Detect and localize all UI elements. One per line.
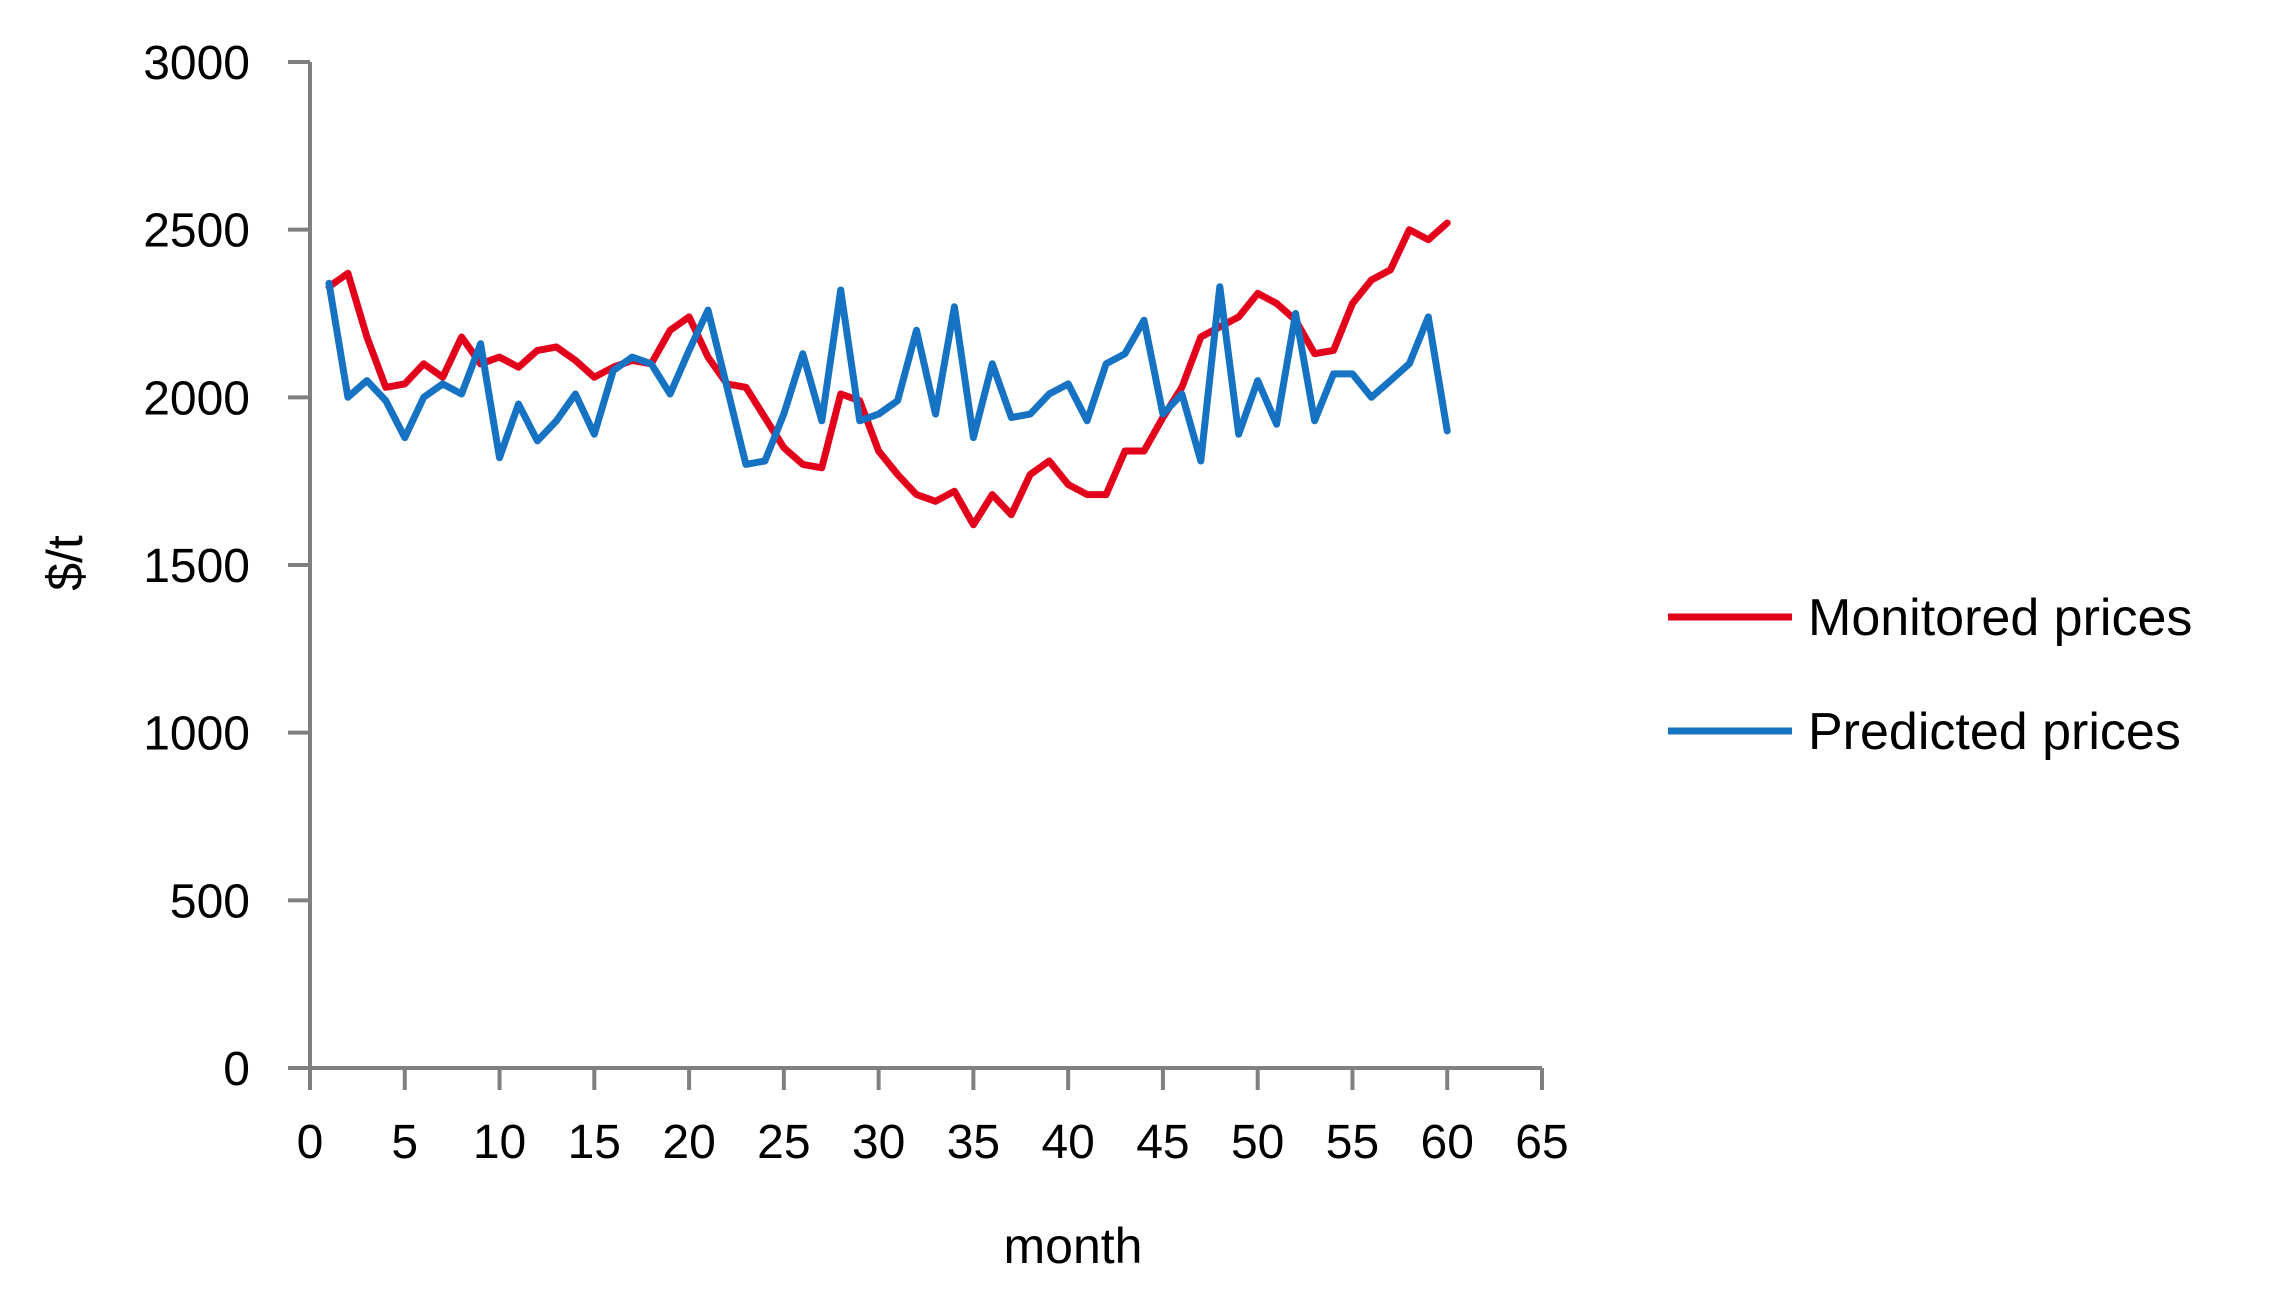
x-tick-label: 50 [1231, 1116, 1284, 1169]
y-tick-label: 3000 [143, 37, 250, 90]
series-line-monitored [325, 219, 1451, 529]
legend-item-monitored: Monitored prices [1668, 589, 2192, 647]
x-axis-ticks: 0 5 10 15 20 25 30 35 40 45 50 55 60 65 [297, 1068, 1569, 1169]
y-axis-ticks: 0 500 1000 1500 2000 2500 3000 [143, 37, 310, 1096]
series-layer [325, 219, 1451, 529]
legend-label-predicted: Predicted prices [1808, 703, 2181, 761]
y-tick-label: 2500 [143, 205, 250, 258]
x-tick-label: 20 [662, 1116, 715, 1169]
x-tick-label: 0 [297, 1116, 324, 1169]
x-tick-label: 55 [1326, 1116, 1379, 1169]
series-line-predicted [325, 279, 1451, 468]
x-axis-title: month [1004, 1218, 1143, 1274]
legend-item-predicted: Predicted prices [1668, 703, 2181, 761]
y-tick-label: 1000 [143, 708, 250, 761]
x-tick-label: 65 [1515, 1116, 1568, 1169]
x-tick-label: 45 [1136, 1116, 1189, 1169]
x-tick-label: 25 [757, 1116, 810, 1169]
x-tick-label: 40 [1041, 1116, 1094, 1169]
legend: Monitored prices Predicted prices [1668, 589, 2192, 761]
x-tick-label: 5 [391, 1116, 418, 1169]
x-tick-label: 60 [1421, 1116, 1474, 1169]
x-tick-label: 10 [473, 1116, 526, 1169]
y-tick-label: 1500 [143, 540, 250, 593]
y-axis-title: $/t [37, 535, 93, 591]
legend-label-monitored: Monitored prices [1808, 589, 2192, 647]
y-tick-label: 0 [223, 1043, 250, 1096]
x-tick-label: 30 [852, 1116, 905, 1169]
x-tick-label: 35 [947, 1116, 1000, 1169]
y-tick-label: 2000 [143, 372, 250, 425]
y-tick-label: 500 [170, 875, 250, 928]
x-tick-label: 15 [568, 1116, 621, 1169]
